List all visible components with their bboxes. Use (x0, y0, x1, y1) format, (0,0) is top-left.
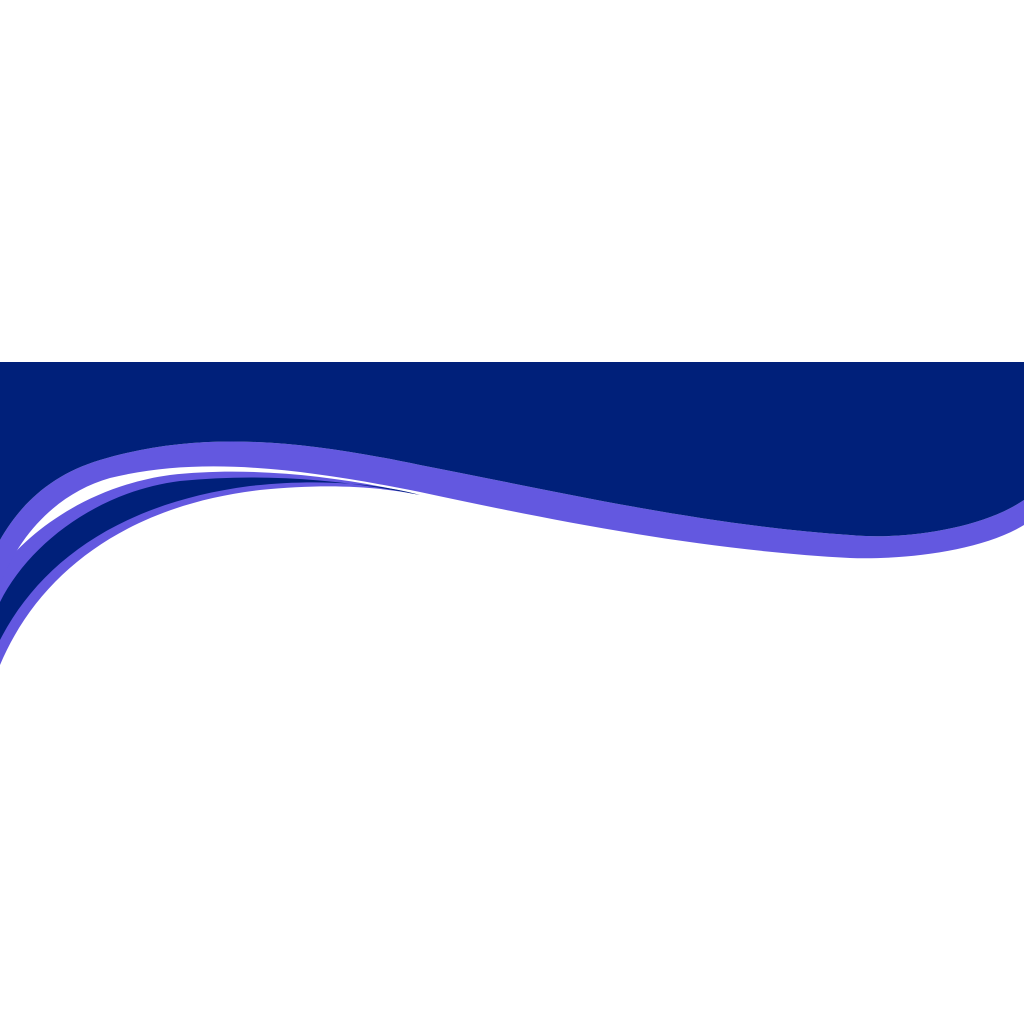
purple-band (0, 441, 1024, 585)
navy-block (0, 362, 1024, 540)
lower-navy-wave (0, 477, 420, 640)
